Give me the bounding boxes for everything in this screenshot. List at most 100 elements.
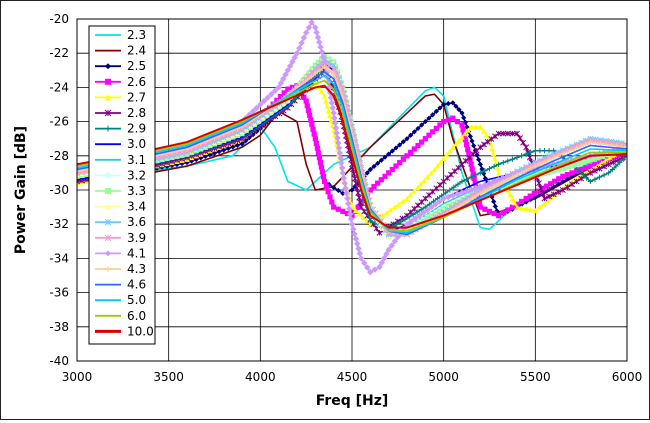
data-point xyxy=(428,170,434,176)
data-point xyxy=(338,159,345,167)
data-point xyxy=(346,210,354,218)
data-point xyxy=(300,34,308,42)
data-point xyxy=(420,209,427,216)
data-point xyxy=(514,154,520,161)
data-point xyxy=(406,214,412,220)
x-tick-label: 3000 xyxy=(62,370,93,384)
data-point xyxy=(507,191,513,197)
data-point xyxy=(431,166,438,173)
data-point xyxy=(105,172,111,179)
data-point xyxy=(316,39,323,46)
data-point xyxy=(518,198,525,204)
data-point xyxy=(282,71,289,78)
data-point xyxy=(320,174,327,180)
data-point xyxy=(339,169,347,177)
series-10.0 xyxy=(77,84,627,229)
data-point xyxy=(477,170,483,176)
data-point xyxy=(509,174,516,180)
data-point xyxy=(583,165,589,171)
data-point xyxy=(298,39,305,47)
data-point xyxy=(433,108,439,114)
data-point xyxy=(465,147,471,153)
legend-item: 5.0 xyxy=(95,293,146,307)
data-point xyxy=(318,48,326,56)
series-5.0 xyxy=(77,74,627,234)
data-point xyxy=(570,162,576,168)
data-point xyxy=(333,137,339,143)
data-point xyxy=(388,242,395,249)
data-point xyxy=(364,264,371,271)
data-point xyxy=(441,101,447,108)
legend-item: 2.4 xyxy=(95,44,146,58)
data-point xyxy=(340,208,346,214)
data-point xyxy=(332,124,340,132)
data-point xyxy=(433,125,439,132)
data-point xyxy=(541,159,548,165)
data-point xyxy=(481,141,487,148)
data-point xyxy=(286,62,294,70)
legend-item: 4.6 xyxy=(95,278,146,292)
data-point xyxy=(469,138,475,144)
data-point xyxy=(225,145,231,152)
data-point xyxy=(271,87,279,95)
legend-item: 3.3 xyxy=(95,184,146,198)
data-point xyxy=(415,142,421,149)
data-point xyxy=(540,201,547,207)
data-point xyxy=(512,200,518,206)
data-point xyxy=(331,119,339,127)
data-point xyxy=(313,140,319,147)
data-point xyxy=(445,101,451,107)
series-line xyxy=(77,71,627,236)
data-point xyxy=(379,213,386,219)
data-point xyxy=(564,184,571,191)
data-point xyxy=(458,189,466,196)
legend-label: 2.7 xyxy=(127,90,146,104)
data-point xyxy=(378,157,384,163)
data-point xyxy=(327,194,333,200)
data-point xyxy=(462,119,468,125)
data-point xyxy=(523,151,529,157)
data-point xyxy=(305,24,313,31)
x-tick-label: 5000 xyxy=(428,370,459,384)
data-point xyxy=(470,171,476,177)
legend-label: 2.6 xyxy=(127,75,146,89)
data-point xyxy=(555,189,562,196)
data-point xyxy=(303,98,309,104)
data-point xyxy=(450,115,456,121)
data-point xyxy=(77,168,80,174)
legend-item: 2.7 xyxy=(95,90,146,104)
data-point xyxy=(564,172,571,178)
data-point xyxy=(360,214,366,220)
data-point xyxy=(528,173,534,180)
data-point xyxy=(336,149,343,157)
data-point xyxy=(422,136,428,142)
legend-label: 3.0 xyxy=(127,137,146,151)
legend-item: 3.9 xyxy=(95,231,146,245)
data-point xyxy=(573,168,580,174)
data-point xyxy=(341,179,348,187)
data-point xyxy=(461,115,467,121)
data-point xyxy=(308,74,315,80)
data-point xyxy=(356,250,364,257)
legend-label: 3.2 xyxy=(127,168,146,182)
data-point xyxy=(105,188,111,194)
data-point xyxy=(361,208,368,215)
data-point xyxy=(343,190,350,197)
data-point xyxy=(518,169,525,176)
data-point xyxy=(338,164,346,172)
data-point xyxy=(352,235,360,243)
data-point xyxy=(551,154,557,161)
data-point xyxy=(392,204,398,210)
data-point xyxy=(436,198,443,205)
x-tick-label: 4500 xyxy=(337,370,368,384)
data-point xyxy=(422,119,428,125)
data-point xyxy=(340,174,347,182)
data-point xyxy=(537,161,543,167)
data-point xyxy=(447,148,453,154)
data-point xyxy=(335,144,343,152)
data-point xyxy=(337,154,344,162)
data-point xyxy=(482,206,488,212)
data-point xyxy=(528,207,534,213)
data-point xyxy=(354,240,361,247)
data-point xyxy=(358,204,365,211)
